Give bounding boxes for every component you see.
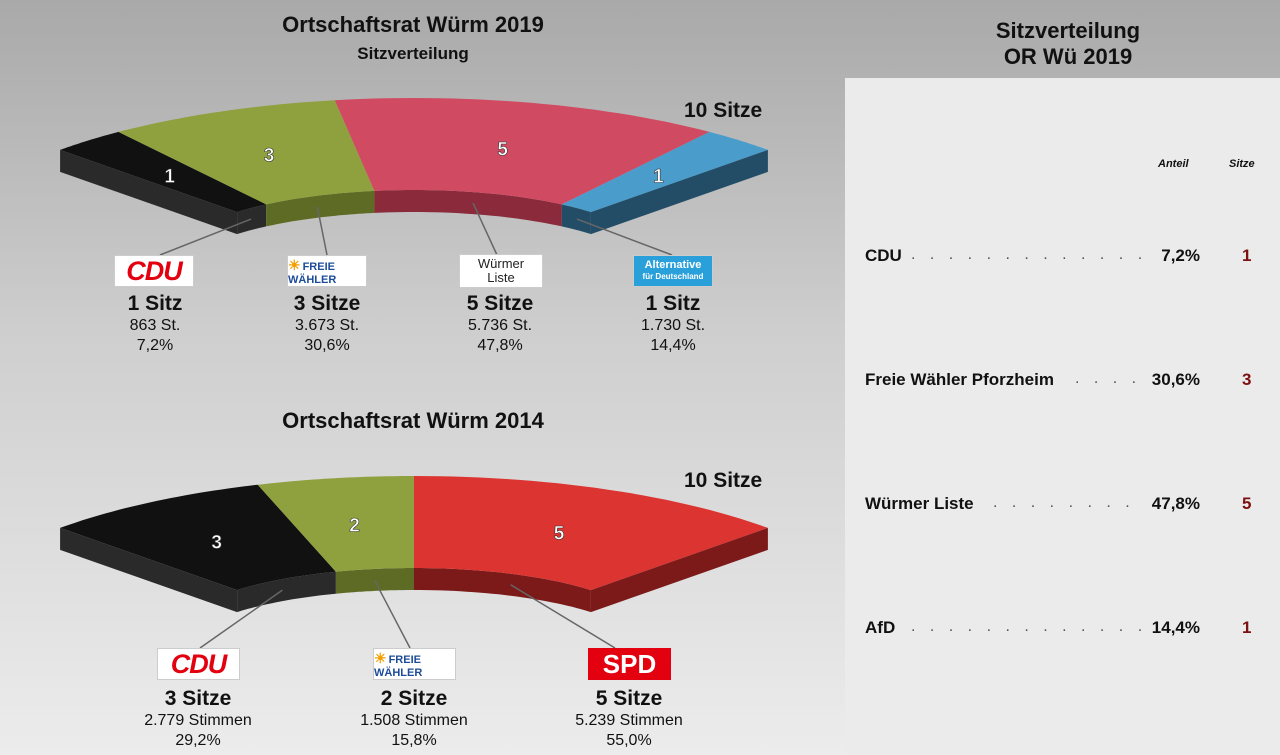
segment-end-cap xyxy=(60,149,238,235)
party-name: Würmer Liste xyxy=(865,494,974,513)
segment-end-cap xyxy=(60,527,238,613)
cdu-logo: CDU xyxy=(157,648,240,680)
share: 55,0% xyxy=(606,732,652,749)
segment-side xyxy=(266,190,375,227)
segment-end-cap xyxy=(590,149,768,235)
chart-title-2014: Ortschaftsrat Würm 2014 xyxy=(282,408,544,433)
party-info-cdu-2014: 3 Sitze 2.779 Stimmen 29,2% xyxy=(113,687,283,751)
votes: 1.508 Stimmen xyxy=(360,712,468,729)
seat-segment xyxy=(334,98,710,205)
seats: 5 xyxy=(1242,494,1252,513)
seat-count-label: 3 xyxy=(211,533,222,554)
share: 14,4% xyxy=(650,337,696,354)
leader-line xyxy=(576,218,673,256)
party-info-wl-2019: 5 Sitze 5.736 St. 47,8% xyxy=(415,292,585,356)
share: 47,8% xyxy=(477,337,523,354)
dot-leader: . . . . . . . . . . . . . . . . . . . . … xyxy=(911,618,1151,635)
spd-logo: SPD xyxy=(588,648,671,680)
dot-leader: . . . . . . . . . . . . . . xyxy=(993,494,1143,511)
seat-count-label: 1 xyxy=(653,166,664,187)
segment-side xyxy=(374,190,562,227)
seats-label: 5 Sitze xyxy=(595,687,663,710)
afd-logo: Alternative für Deutschland xyxy=(633,255,713,287)
share: 14,4% xyxy=(1151,618,1200,637)
party-name: CDU xyxy=(865,246,902,265)
table-row: AfD . . . . . . . . . . . . . . . . . . … xyxy=(865,618,1265,640)
segment-side xyxy=(561,204,591,235)
seats-label: 2 Sitze xyxy=(380,687,448,710)
seats: 3 xyxy=(1242,370,1252,389)
leader-line xyxy=(472,202,498,256)
party-info-afd-2019: 1 Sitz 1.730 St. 14,4% xyxy=(588,292,758,356)
share: 7,2% xyxy=(1161,246,1200,265)
seat-segment xyxy=(257,476,414,572)
leader-line xyxy=(159,218,252,256)
wuermer-liste-logo: Würmer Liste xyxy=(459,254,543,288)
cdu-logo: CDU xyxy=(114,255,194,287)
votes: 2.779 Stimmen xyxy=(144,712,252,729)
votes: 5.736 St. xyxy=(467,317,533,334)
seats: 1 xyxy=(1242,246,1252,265)
share: 47,8% xyxy=(1151,494,1200,513)
leader-line xyxy=(316,206,328,256)
leader-line xyxy=(199,589,283,649)
panel-title: Sitzverteilung OR Wü 2019 xyxy=(960,18,1176,70)
votes: 863 St. xyxy=(129,317,181,334)
chart-subtitle-2019: Sitzverteilung xyxy=(357,44,469,63)
seat-segment xyxy=(60,131,267,213)
header-share: Anteil xyxy=(1158,158,1189,170)
panel-title-line2: OR Wü 2019 xyxy=(1003,44,1133,69)
segment-side xyxy=(237,571,336,613)
votes: 5.239 Stimmen xyxy=(575,712,683,729)
share: 29,2% xyxy=(175,732,221,749)
votes: 1.730 St. xyxy=(640,317,706,334)
party-name: AfD xyxy=(865,618,896,637)
party-info-spd-2014: 5 Sitze 5.239 Stimmen 55,0% xyxy=(544,687,714,751)
leader-line xyxy=(510,584,616,649)
party-info-cdu-2019: 1 Sitz 863 St. 7,2% xyxy=(70,292,240,356)
leader-line xyxy=(373,579,411,649)
panel-title-line1: Sitzverteilung xyxy=(995,18,1141,43)
segment-side xyxy=(237,204,267,235)
dot-leader: . . . . . . xyxy=(1075,370,1137,387)
seat-count-label: 1 xyxy=(164,166,175,187)
freie-waehler-logo: ☀ FREIE WÄHLER xyxy=(373,648,456,680)
seat-count-label: 5 xyxy=(497,140,508,161)
party-name: Freie Wähler Pforzheim xyxy=(865,370,1054,389)
seat-segment xyxy=(60,484,336,591)
seats-label: 1 Sitz xyxy=(645,292,701,315)
table-row: Würmer Liste . . . . . . . . . . . . . .… xyxy=(865,494,1265,516)
seats-label: 1 Sitz xyxy=(127,292,183,315)
seat-arcs: 1 3 5 1 3 2 5 xyxy=(60,98,768,649)
party-info-fw-2014: 2 Sitze 1.508 Stimmen 15,8% xyxy=(329,687,499,751)
seats-label: 3 Sitze xyxy=(293,292,361,315)
table-row: CDU . . . . . . . . . . . . . . . . . . … xyxy=(865,246,1265,268)
seat-segment xyxy=(561,131,768,213)
seat-count-label: 2 xyxy=(349,516,360,537)
seats: 1 xyxy=(1242,618,1252,637)
seats-label: 5 Sitze xyxy=(466,292,534,315)
total-seats-2014: 10 Sitze xyxy=(684,469,763,492)
share: 7,2% xyxy=(136,337,174,354)
header-seats: Sitze xyxy=(1229,158,1255,170)
votes: 3.673 St. xyxy=(294,317,360,334)
dot-leader: . . . . . . . . . . . . . . . . . . . . … xyxy=(911,246,1151,263)
seat-count-label: 5 xyxy=(554,524,565,545)
share: 30,6% xyxy=(304,337,350,354)
share: 30,6% xyxy=(1151,370,1200,389)
total-seats-2019: 10 Sitze xyxy=(684,99,763,122)
table-row: Freie Wähler Pforzheim . . . . . . 30,6%… xyxy=(865,370,1265,392)
chart-title-2019: Ortschaftsrat Würm 2019 xyxy=(282,12,544,37)
share: 15,8% xyxy=(391,732,437,749)
segment-end-cap xyxy=(590,527,768,613)
party-info-fw-2019: 3 Sitze 3.673 St. 30,6% xyxy=(242,292,412,356)
seat-segment xyxy=(414,476,768,591)
freie-waehler-logo: ☀ FREIE WÄHLER xyxy=(287,255,367,287)
seat-distribution-panel xyxy=(845,78,1280,755)
seat-count-label: 3 xyxy=(264,146,275,167)
segment-side xyxy=(414,568,591,613)
seats-label: 3 Sitze xyxy=(164,687,232,710)
seat-segment xyxy=(118,100,375,205)
